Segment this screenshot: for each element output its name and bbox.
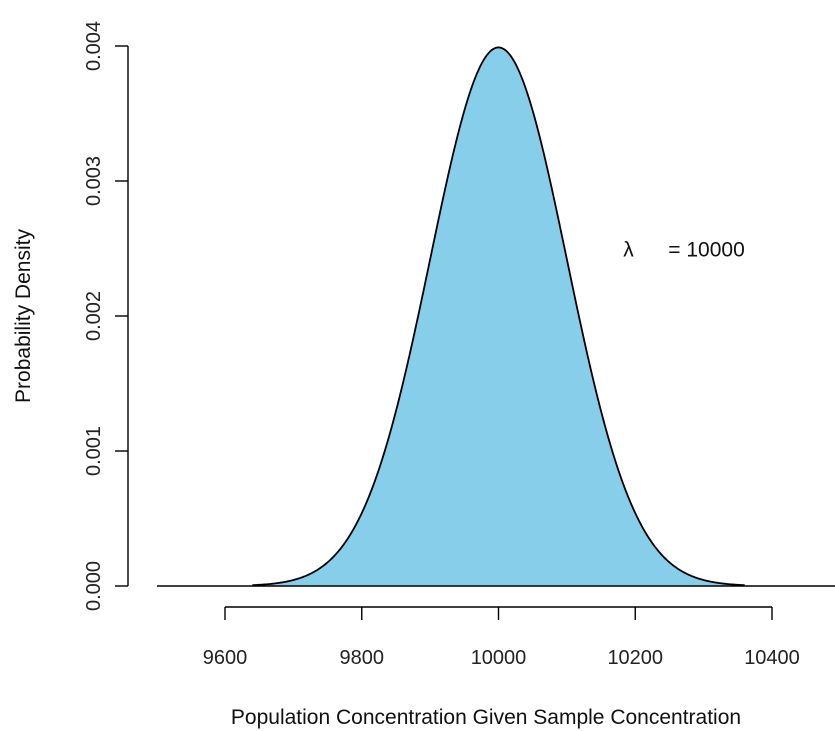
x-tick-label: 10000 xyxy=(471,647,527,669)
x-tick-label: 9800 xyxy=(340,647,385,669)
y-tick-label: 0.000 xyxy=(83,561,105,611)
y-tick-label: 0.004 xyxy=(83,21,105,71)
y-tick-label: 0.001 xyxy=(83,426,105,476)
density-fill xyxy=(252,47,745,587)
density-line xyxy=(252,46,745,587)
x-tick-label: 10400 xyxy=(744,647,800,669)
y-axis: 0.000 0.001 0.002 0.003 0.004 xyxy=(83,21,129,611)
x-tick-label: 9600 xyxy=(203,647,248,669)
density-curve xyxy=(157,46,835,587)
lambda-annotation: λ = 10000 xyxy=(623,239,745,262)
y-tick-label: 0.003 xyxy=(83,156,105,206)
lambda-symbol: λ xyxy=(623,239,634,262)
y-axis-title: Probability Density xyxy=(12,229,35,403)
x-axis: 9600 9800 10000 10200 10400 xyxy=(203,606,800,669)
x-axis-title: Population Concentration Given Sample Co… xyxy=(231,706,741,729)
density-area xyxy=(252,47,745,587)
x-tick-label: 10200 xyxy=(607,647,663,669)
y-tick-label: 0.002 xyxy=(83,291,105,341)
lambda-value: = 10000 xyxy=(668,239,745,262)
